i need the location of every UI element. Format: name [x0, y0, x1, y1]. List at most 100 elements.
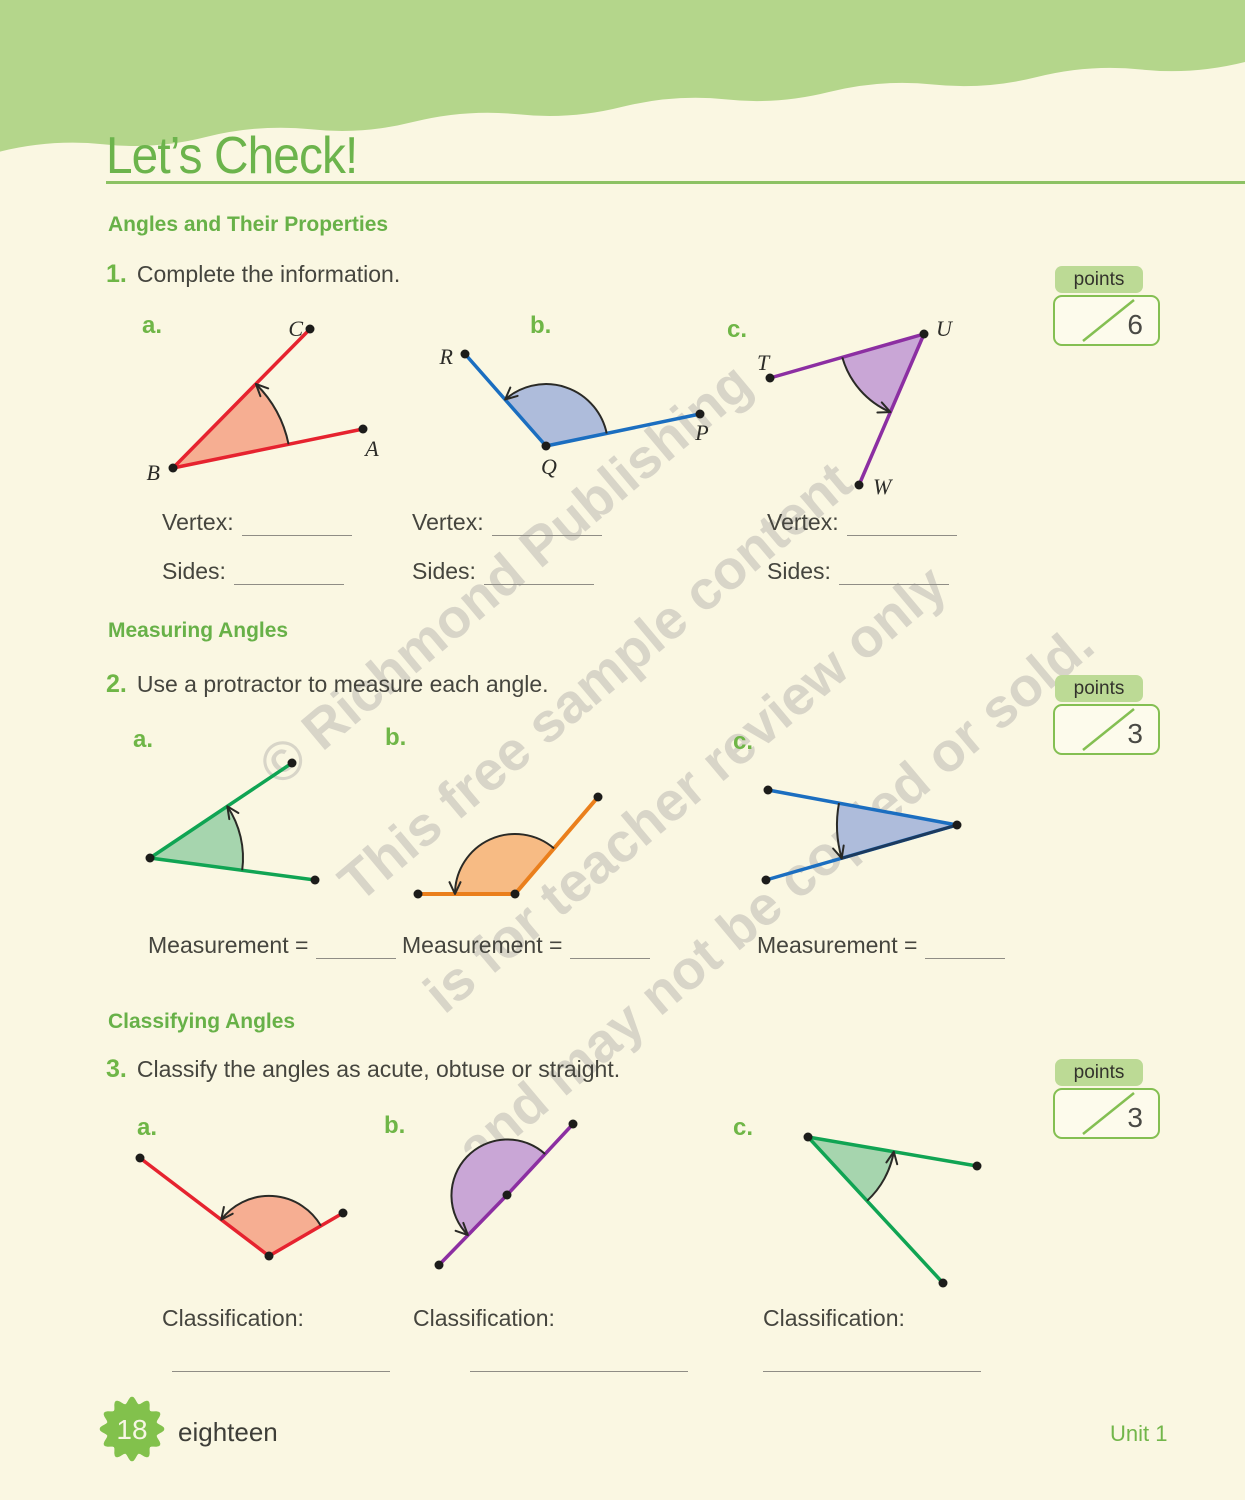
point-label: P — [694, 420, 708, 445]
item-label-2b: b. — [385, 724, 407, 751]
question-3-instruction: Classify the angles as acute, obtuse or … — [136, 1056, 621, 1082]
classification-label: Classification: — [162, 1305, 304, 1331]
question-2: 2. Use a protractor to measure each angle… — [106, 670, 549, 699]
arc-arrowhead — [832, 844, 845, 860]
vertex-answer-a: Vertex: — [162, 509, 352, 536]
arc-arrowhead — [454, 1221, 469, 1237]
measurement-label: Measurement = — [148, 932, 309, 958]
points-diagonal-line — [1082, 1092, 1135, 1135]
classification-label: Classification: — [763, 1305, 905, 1331]
page-number-badge: 18 — [99, 1396, 165, 1462]
angle-diagram-1b: R Q P — [439, 344, 709, 479]
answer-blank — [570, 935, 651, 959]
measurement-label: Measurement = — [757, 932, 918, 958]
sides-answer-b: Sides: — [412, 558, 594, 585]
section-heading-classifying: Classifying Angles — [108, 1010, 296, 1033]
question-1: 1. Complete the information. — [106, 260, 400, 289]
vertex-label: Vertex: — [162, 509, 234, 535]
unit-label: Unit 1 — [1110, 1421, 1168, 1446]
page-number: 18 — [116, 1414, 147, 1445]
angle-diagram-1a: C A B — [147, 316, 380, 485]
question-3-number: 3. — [106, 1055, 127, 1083]
arc-arrowhead — [254, 383, 270, 398]
item-label-3b: b. — [384, 1112, 406, 1139]
points-value-3: 3 — [1127, 1102, 1143, 1133]
points-diagonal-line — [1082, 299, 1135, 342]
classification-answer-c: Classification: — [763, 1305, 905, 1332]
answer-blank — [838, 561, 949, 585]
sides-label: Sides: — [767, 558, 831, 584]
arc-arrowhead — [226, 805, 240, 821]
item-label-1b: b. — [530, 312, 552, 339]
vertex-label: Vertex: — [767, 509, 839, 535]
answer-blank — [241, 512, 352, 536]
point-label: Q — [541, 454, 557, 479]
sides-label: Sides: — [162, 558, 226, 584]
points-box-2: points 3 — [1053, 675, 1160, 755]
point-label: B — [147, 460, 160, 485]
points-score-box: 6 — [1053, 295, 1160, 346]
angle-diagram-3a — [135, 1153, 348, 1261]
answer-blank — [470, 1371, 688, 1372]
item-label-1c: c. — [727, 316, 748, 343]
item-label-3a: a. — [137, 1114, 158, 1141]
arc-arrowhead — [885, 1150, 899, 1166]
section-heading-properties: Angles and Their Properties — [108, 213, 389, 236]
answer-blank — [925, 935, 1006, 959]
angle-diagram-3c — [803, 1132, 982, 1288]
points-score-box: 3 — [1053, 1088, 1160, 1139]
question-3: 3. Classify the angles as acute, obtuse o… — [106, 1055, 620, 1084]
arc-arrowhead — [504, 386, 519, 401]
sides-label: Sides: — [412, 558, 476, 584]
point-label: U — [936, 316, 954, 341]
points-pill-label: points — [1055, 675, 1143, 702]
answer-blank — [172, 1371, 390, 1372]
points-pill-label: points — [1055, 266, 1143, 293]
measurement-answer-a: Measurement = — [148, 932, 397, 959]
item-label-1a: a. — [142, 312, 163, 339]
answer-blank — [846, 512, 957, 536]
answer-blank — [491, 512, 602, 536]
question-1-instruction: Complete the information. — [136, 261, 401, 287]
angle-diagram-2b — [413, 792, 603, 899]
vertex-answer-c: Vertex: — [767, 509, 957, 536]
points-value-2: 3 — [1127, 718, 1143, 749]
points-box-1: points 6 — [1053, 266, 1160, 346]
item-label-2c: c. — [733, 728, 754, 755]
title-underline — [106, 181, 1245, 184]
watermark-line: and may not be copied or sold. — [444, 611, 1106, 1180]
angle-diagram-2c — [761, 785, 962, 885]
sides-answer-a: Sides: — [162, 558, 344, 585]
angle-diagram-2a — [145, 758, 320, 885]
classification-label: Classification: — [413, 1305, 555, 1331]
vertex-answer-b: Vertex: — [412, 509, 602, 536]
section-heading-measuring: Measuring Angles — [108, 619, 289, 642]
classification-answer-b: Classification: — [413, 1305, 555, 1332]
vertex-label: Vertex: — [412, 509, 484, 535]
point-label: C — [288, 316, 303, 341]
page-number-word: eighteen — [178, 1417, 278, 1447]
arc-arrowhead — [220, 1206, 234, 1221]
points-score-box: 3 — [1053, 704, 1160, 755]
measurement-label: Measurement = — [402, 932, 563, 958]
item-label-2a: a. — [133, 726, 154, 753]
arc-arrowhead — [876, 401, 892, 414]
point-label: W — [873, 474, 893, 499]
badge-scallop-shape — [99, 1396, 165, 1462]
point-label: T — [757, 350, 771, 375]
item-label-3c: c. — [733, 1114, 754, 1141]
answer-blank — [316, 935, 397, 959]
classification-answer-a: Classification: — [162, 1305, 304, 1332]
angle-diagram-1c: U T W — [757, 316, 954, 499]
answer-blank — [763, 1371, 981, 1372]
answer-blank — [233, 561, 344, 585]
measurement-answer-c: Measurement = — [757, 932, 1006, 959]
page-title: Let’s Check! — [106, 127, 358, 185]
question-2-instruction: Use a protractor to measure each angle. — [136, 671, 549, 697]
question-1-number: 1. — [106, 260, 127, 288]
header-wave-band — [0, 0, 1245, 152]
points-pill-label: points — [1055, 1059, 1143, 1086]
arc-arrowhead — [448, 881, 462, 895]
point-label: R — [439, 344, 454, 369]
